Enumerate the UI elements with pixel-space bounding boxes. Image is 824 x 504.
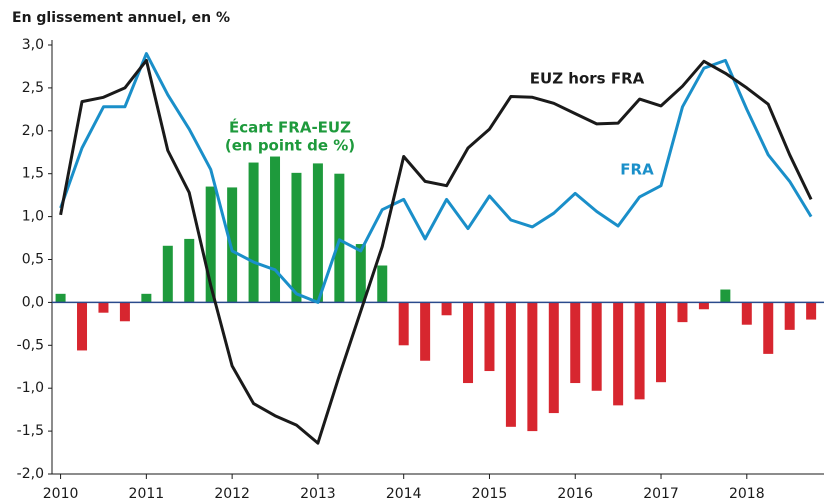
y-tick-label: 0,0 [22, 294, 44, 310]
bar [398, 302, 409, 346]
bar [441, 302, 452, 316]
y-tick-label: 3,0 [22, 37, 44, 53]
bar [634, 302, 645, 400]
bar [270, 156, 281, 303]
bar [420, 302, 431, 361]
bar [119, 302, 130, 322]
x-tick-label: 2017 [643, 486, 679, 502]
line [59, 52, 813, 304]
bar [677, 302, 688, 323]
bar [570, 302, 581, 384]
x-tick-label: 2016 [557, 486, 593, 502]
bar [548, 302, 559, 414]
bar [463, 302, 474, 384]
x-tick-label: 2014 [386, 486, 422, 502]
bar [505, 302, 516, 427]
bar [806, 302, 817, 320]
y-axis-label: En glissement annuel, en % [12, 10, 230, 26]
y-tick-label: -0,5 [17, 337, 44, 353]
bar [55, 293, 66, 303]
y-tick-label: 2,5 [22, 80, 44, 96]
series-label: FRA [620, 161, 654, 179]
series-label: EUZ hors FRA [530, 70, 645, 88]
y-tick-label: 2,0 [22, 123, 44, 139]
y-tick-label: 1,5 [22, 166, 44, 182]
x-tick-label: 2015 [472, 486, 508, 502]
bar [591, 302, 602, 391]
series-label: Écart FRA-EUZ [229, 118, 351, 137]
bar [162, 245, 173, 303]
y-tick-label: -1,5 [17, 423, 44, 439]
bar [484, 302, 495, 372]
bar [205, 186, 216, 303]
y-tick-label: 1,0 [22, 209, 44, 225]
line [59, 58, 813, 445]
y-tick-label: -1,0 [17, 380, 44, 396]
y-tick-label: 0,5 [22, 252, 44, 268]
bar [334, 173, 345, 303]
bar [227, 187, 238, 303]
bar [720, 289, 731, 303]
y-tick-label: -2,0 [17, 466, 44, 482]
x-tick-label: 2018 [729, 486, 765, 502]
annotation: (en point de %) [225, 137, 355, 155]
bar [656, 302, 667, 383]
bar [784, 302, 795, 330]
x-tick-label: 2013 [300, 486, 336, 502]
bar [355, 244, 366, 303]
x-tick-label: 2011 [129, 486, 165, 502]
bar [377, 265, 388, 303]
bar [184, 238, 195, 303]
bar [312, 163, 323, 303]
bar [98, 302, 109, 313]
bar [291, 172, 302, 303]
bar [741, 302, 752, 325]
x-tick-label: 2010 [43, 486, 79, 502]
bar [141, 293, 152, 303]
bar [763, 302, 774, 354]
bar [248, 162, 259, 303]
bar [527, 302, 538, 432]
bar [77, 302, 88, 351]
bar [613, 302, 624, 406]
x-tick-label: 2012 [214, 486, 250, 502]
bar [698, 302, 709, 310]
